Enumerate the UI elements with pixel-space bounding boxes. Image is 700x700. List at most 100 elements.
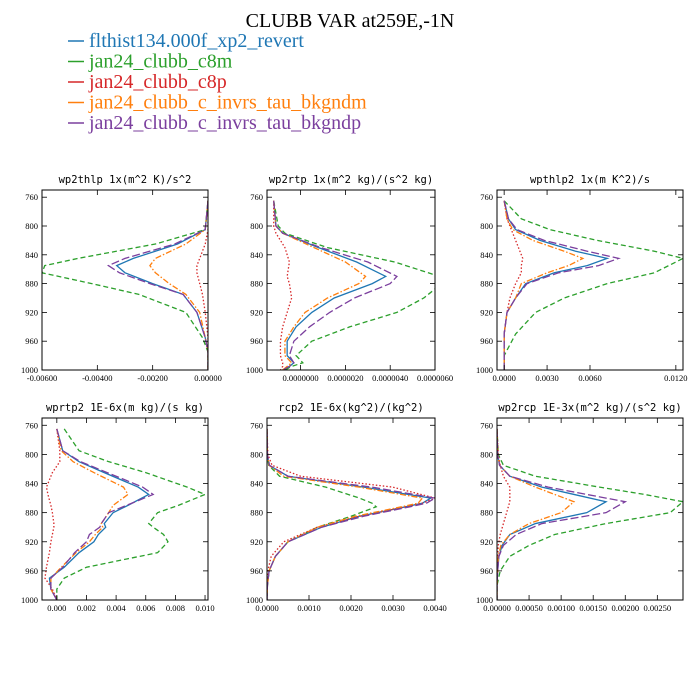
x-tick-label: 0.00200 bbox=[611, 603, 639, 613]
panel-title: wprtp2 1E-6x(m kg)/(s kg) bbox=[46, 402, 204, 414]
x-tick-label: 0.000 bbox=[47, 603, 66, 613]
x-tick-label: 0.004 bbox=[107, 603, 127, 613]
legend-entry-1: flthist134.000f_xp2_revert bbox=[89, 30, 304, 52]
series-line-1 bbox=[115, 200, 208, 370]
legend-entry-3: jan24_clubb_c8p bbox=[88, 71, 227, 93]
y-tick-label: 840 bbox=[250, 250, 263, 260]
y-tick-label: 1000 bbox=[246, 365, 263, 375]
panel-title: wp2rcp 1E-3x(m^2 kg)/(s^2 kg) bbox=[498, 402, 681, 414]
y-tick-label: 840 bbox=[25, 250, 38, 260]
y-tick-label: 800 bbox=[250, 221, 263, 231]
panel-title: wp2thlp 1x(m^2 K)/s^2 bbox=[59, 174, 192, 186]
x-tick-label: 0.008 bbox=[166, 603, 185, 613]
y-tick-label: 1000 bbox=[246, 595, 263, 605]
y-tick-label: 880 bbox=[480, 508, 493, 518]
y-tick-label: 920 bbox=[25, 307, 38, 317]
series-line-1 bbox=[267, 428, 433, 600]
series-line-5 bbox=[107, 200, 208, 370]
series-line-5 bbox=[267, 428, 435, 600]
y-tick-label: 1000 bbox=[476, 595, 493, 605]
y-tick-label: 760 bbox=[480, 192, 493, 202]
series-line-2 bbox=[56, 428, 207, 600]
plot-frame bbox=[41, 417, 209, 601]
panel-title: rcp2 1E-6x(kg^2)/(kg^2) bbox=[278, 402, 423, 414]
series-line-4 bbox=[273, 200, 367, 370]
series-line-2 bbox=[503, 200, 683, 370]
y-tick-label: 840 bbox=[480, 479, 493, 489]
y-tick-label: 1000 bbox=[21, 365, 38, 375]
y-tick-label: 760 bbox=[25, 420, 38, 430]
series-line-1 bbox=[503, 200, 610, 370]
y-tick-label: 880 bbox=[480, 279, 493, 289]
y-tick-label: 760 bbox=[25, 192, 38, 202]
y-tick-label: 840 bbox=[250, 479, 263, 489]
x-tick-label: 0.0000000 bbox=[283, 373, 319, 383]
plot-frame bbox=[41, 189, 209, 371]
x-tick-label: 0.00000 bbox=[483, 603, 511, 613]
x-tick-label: 0.0000 bbox=[255, 603, 278, 613]
series-line-3 bbox=[44, 428, 61, 600]
x-tick-label: 0.0030 bbox=[535, 373, 558, 383]
series-line-4 bbox=[267, 428, 424, 600]
y-tick-label: 760 bbox=[480, 420, 493, 430]
y-tick-label: 800 bbox=[250, 449, 263, 459]
x-tick-label: -0.00200 bbox=[137, 373, 167, 383]
panel-title: wp2rtp 1x(m^2 kg)/(s^2 kg) bbox=[269, 174, 433, 186]
series-line-5 bbox=[273, 200, 398, 370]
y-tick-label: 840 bbox=[480, 250, 493, 260]
x-tick-label: 0.0010 bbox=[297, 603, 320, 613]
y-tick-label: 800 bbox=[25, 221, 38, 231]
y-tick-label: 800 bbox=[25, 449, 38, 459]
x-tick-label: 0.0000060 bbox=[417, 373, 453, 383]
y-tick-label: 760 bbox=[250, 420, 263, 430]
series-line-3 bbox=[267, 428, 435, 600]
x-tick-label: 0.0120 bbox=[664, 373, 687, 383]
y-tick-label: 920 bbox=[480, 307, 493, 317]
x-tick-label: 0.00100 bbox=[547, 603, 575, 613]
x-tick-label: 0.00250 bbox=[644, 603, 672, 613]
x-tick-label: 0.0000 bbox=[492, 373, 515, 383]
x-tick-label: 0.010 bbox=[195, 603, 214, 613]
panel-1: wp2thlp 1x(m^2 K)/s^2 760 800 840 880 920 960 1… bbox=[21, 174, 222, 383]
y-tick-label: 960 bbox=[480, 336, 493, 346]
panels: wp2thlp 1x(m^2 K)/s^2 760 800 840 880 920 960 1… bbox=[21, 174, 688, 613]
y-tick-label: 800 bbox=[480, 221, 493, 231]
y-tick-label: 960 bbox=[25, 566, 38, 576]
series-line-2 bbox=[273, 200, 435, 370]
y-tick-label: 1000 bbox=[476, 365, 493, 375]
series-line-3 bbox=[273, 200, 293, 370]
figure-title: CLUBB VAR at259E,-1N bbox=[246, 10, 455, 32]
x-tick-label: 0.00050 bbox=[515, 603, 543, 613]
series-line-1 bbox=[497, 428, 608, 600]
panel-title: wpthlp2 1x(m K^2)/s bbox=[530, 174, 650, 186]
legend-entry-2: jan24_clubb_c8m bbox=[88, 51, 233, 73]
x-tick-label: 0.00000 bbox=[194, 373, 222, 383]
series-line-4 bbox=[503, 200, 585, 370]
x-tick-label: 0.00150 bbox=[579, 603, 607, 613]
y-tick-label: 880 bbox=[250, 508, 263, 518]
y-tick-label: 960 bbox=[480, 566, 493, 576]
series-line-1 bbox=[48, 428, 150, 600]
y-tick-label: 960 bbox=[25, 336, 38, 346]
legend-entry-4: jan24_clubb_c_invrs_tau_bkgndm bbox=[88, 92, 367, 114]
x-tick-label: 0.0000040 bbox=[372, 373, 408, 383]
x-tick-label: 0.006 bbox=[136, 603, 155, 613]
y-tick-label: 880 bbox=[25, 508, 38, 518]
plot-frame bbox=[496, 417, 684, 601]
y-tick-label: 840 bbox=[25, 479, 38, 489]
series-line-5 bbox=[497, 428, 628, 600]
series-line-3 bbox=[503, 200, 524, 370]
series-line-4 bbox=[50, 428, 129, 600]
y-tick-label: 880 bbox=[25, 279, 38, 289]
panel-6: wp2rcp 1E-3x(m^2 kg)/(s^2 kg) 760 800 840 88… bbox=[476, 402, 684, 613]
x-tick-label: -0.00400 bbox=[82, 373, 112, 383]
series-line-2 bbox=[267, 428, 378, 600]
panel-5: rcp2 1E-6x(kg^2)/(kg^2) 760 800 840 880 920 96… bbox=[246, 402, 447, 613]
y-tick-label: 920 bbox=[250, 307, 263, 317]
panel-4: wprtp2 1E-6x(m kg)/(s kg) 760 800 840 880 920… bbox=[21, 402, 215, 613]
x-tick-label: 0.0000020 bbox=[327, 373, 363, 383]
legend: flthist134.000f_xp2_revertjan24_clubb_c8… bbox=[68, 30, 367, 134]
series-line-5 bbox=[503, 200, 621, 370]
y-tick-label: 880 bbox=[250, 279, 263, 289]
